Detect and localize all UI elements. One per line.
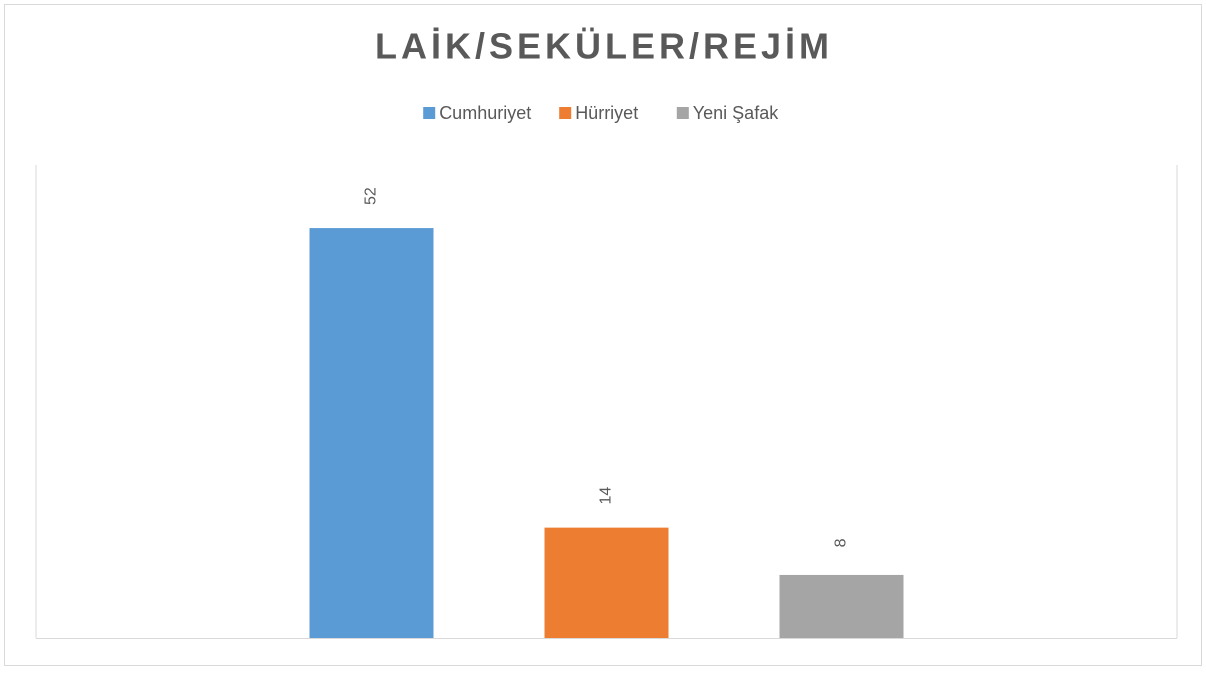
bar xyxy=(544,527,669,638)
legend-label: Hürriyet xyxy=(575,103,638,123)
data-label: 14 xyxy=(598,487,615,505)
legend-swatch xyxy=(676,107,689,119)
legend-label: Cumhuriyet xyxy=(439,103,531,123)
legend-swatch xyxy=(423,107,436,119)
data-label: 8 xyxy=(833,538,850,547)
legend-swatch xyxy=(559,107,572,119)
chart-title: LAİK/SEKÜLER/REJİM xyxy=(375,26,833,67)
legend-label: Yeni Şafak xyxy=(693,103,779,123)
bar xyxy=(779,574,904,638)
bar xyxy=(309,228,434,639)
data-label: 52 xyxy=(363,187,380,205)
